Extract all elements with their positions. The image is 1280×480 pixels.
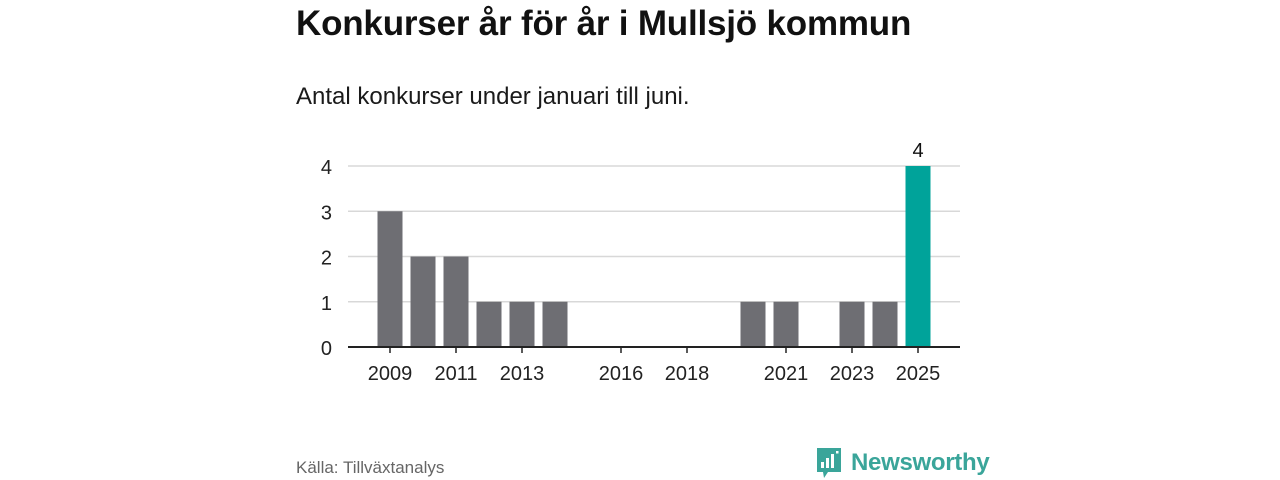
- data-label: 4: [912, 140, 923, 162]
- bar-chart: 0 1 2 3 4 4 2009 2011 2013 2016 2018 2021 2023 2025: [321, 140, 960, 385]
- x-tick-label: 2009: [368, 363, 413, 385]
- source-note: Källa: Tillväxtanalys: [296, 458, 445, 477]
- bar-2024: [872, 301, 898, 347]
- x-tick-label: 2023: [830, 363, 875, 385]
- x-tick-label: 2013: [500, 363, 545, 385]
- x-tick-label: 2018: [665, 363, 710, 385]
- brand-logo: Newsworthy: [815, 446, 990, 480]
- y-tick-label: 3: [321, 202, 332, 224]
- bars: [377, 166, 931, 347]
- bar-2023: [839, 301, 865, 347]
- y-axis-ticks: 0 1 2 3 4: [321, 157, 332, 360]
- bar-2014: [542, 301, 568, 347]
- bar-2020: [740, 301, 766, 347]
- x-tick-label: 2016: [599, 363, 644, 385]
- y-tick-label: 2: [321, 248, 332, 270]
- y-tick-label: 1: [321, 293, 332, 315]
- gridlines: [348, 165, 960, 303]
- bar-2013: [509, 301, 535, 347]
- bar-2010: [410, 256, 436, 347]
- bar-2025: [905, 166, 931, 347]
- x-tick-label: 2021: [764, 363, 809, 385]
- x-axis-ticks: 2009 2011 2013 2016 2018 2021 2023 2025: [368, 347, 941, 385]
- x-tick-label: 2025: [896, 363, 941, 385]
- bar-2012: [476, 301, 502, 347]
- x-tick-label: 2011: [434, 363, 477, 385]
- data-labels: 4: [912, 140, 923, 162]
- y-tick-label: 0: [321, 338, 332, 360]
- chart-subtitle: Antal konkurser under januari till juni.: [296, 83, 690, 110]
- chart-title: Konkurser år för år i Mullsjö kommun: [296, 4, 912, 43]
- brand-name: Newsworthy: [851, 449, 990, 476]
- bar-2011: [443, 256, 469, 347]
- y-tick-label: 4: [321, 157, 332, 179]
- bar-2021: [773, 301, 799, 347]
- newsworthy-logo-icon: [817, 448, 841, 478]
- bar-2009: [377, 211, 403, 347]
